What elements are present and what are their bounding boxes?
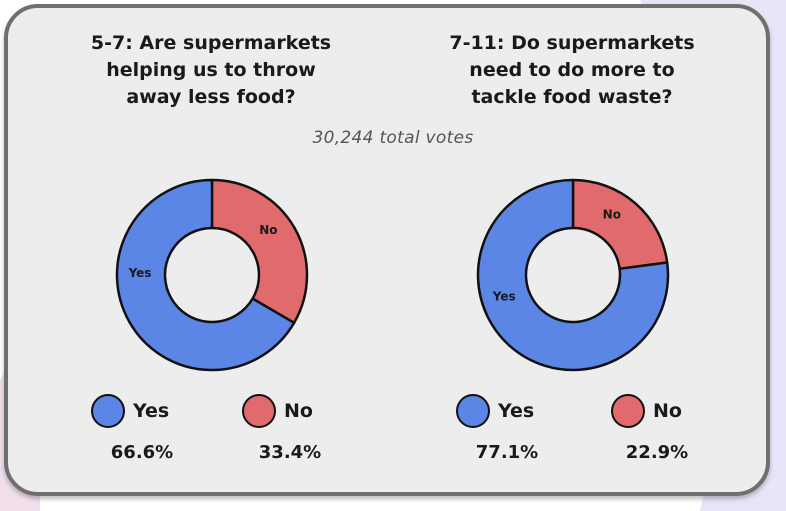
legend-swatch-yes xyxy=(91,394,125,428)
legend-swatch-no xyxy=(611,394,645,428)
donut-chart-right: No Yes xyxy=(476,178,670,372)
slice-label-yes: Yes xyxy=(492,289,516,303)
title-line: helping us to throw xyxy=(106,59,316,81)
total-votes-label: 30,244 total votes xyxy=(312,128,474,148)
yes-percentage-right: 77.1% xyxy=(475,442,539,463)
legend-item-no: No xyxy=(611,394,682,428)
title-line: 7-11: Do supermarkets xyxy=(449,32,695,54)
donut-slice-no xyxy=(571,178,669,271)
donut-slice-yes xyxy=(115,178,296,372)
legend-label-yes: Yes xyxy=(133,400,170,422)
slice-label-no: No xyxy=(603,207,621,221)
slice-label-no: No xyxy=(259,223,277,237)
title-line: 5-7: Are supermarkets xyxy=(90,32,332,54)
donut-chart-left: No Yes xyxy=(115,178,309,372)
legend-item-yes: Yes xyxy=(91,394,169,428)
slice-label-yes: Yes xyxy=(128,266,152,280)
donut-slice-yes xyxy=(476,178,670,372)
chart-title-left: 5-7: Are supermarkets helping us to thro… xyxy=(61,30,361,111)
title-line: away less food? xyxy=(126,86,296,108)
no-percentage-right: 22.9% xyxy=(625,442,689,463)
title-line: need to do more to xyxy=(469,59,675,81)
legend-label-no: No xyxy=(653,400,682,422)
yes-percentage-left: 66.6% xyxy=(110,442,174,463)
legend-label-no: No xyxy=(284,400,313,422)
legend-label-yes: Yes xyxy=(498,400,535,422)
no-percentage-left: 33.4% xyxy=(258,442,322,463)
legend-item-yes: Yes xyxy=(456,394,534,428)
chart-title-right: 7-11: Do supermarkets need to do more to… xyxy=(422,30,722,111)
legend-swatch-no xyxy=(242,394,276,428)
title-line: tackle food waste? xyxy=(471,86,673,108)
donut-slice-no xyxy=(210,178,309,325)
legend-swatch-yes xyxy=(456,394,490,428)
legend-item-no: No xyxy=(242,394,313,428)
